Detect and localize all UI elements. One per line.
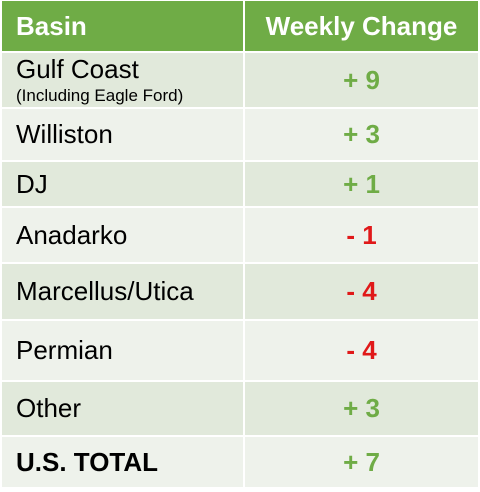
table-row: Williston + 3	[2, 109, 478, 162]
basin-name: U.S. TOTAL	[16, 446, 159, 477]
basin-subtitle: (Including Eagle Ford)	[16, 86, 184, 105]
change-value: + 3	[343, 119, 380, 149]
basin-cell: Other	[2, 382, 245, 435]
change-value: - 4	[346, 335, 377, 365]
change-value: - 1	[346, 219, 377, 250]
change-value: + 7	[343, 446, 380, 477]
basin-cell: U.S. TOTAL	[2, 437, 245, 487]
basin-cell: Anadarko	[2, 208, 245, 262]
table-row: Marcellus/Utica - 4	[2, 264, 478, 321]
basin-name: DJ	[16, 168, 48, 199]
basin-name: Gulf Coast	[16, 54, 139, 84]
basin-cell: Gulf Coast (Including Eagle Ford)	[2, 53, 245, 107]
change-value: + 3	[343, 393, 380, 423]
basin-name: Williston	[16, 119, 113, 149]
table-header: Basin Weekly Change	[2, 1, 478, 53]
table-row: Other + 3	[2, 382, 478, 437]
basin-name: Marcellus/Utica	[16, 276, 194, 306]
header-weekly-change: Weekly Change	[265, 10, 458, 41]
basin-cell: Williston	[2, 109, 245, 160]
table-row: Permian - 4	[2, 321, 478, 382]
basin-cell: Permian	[2, 321, 245, 380]
basin-name: Permian	[16, 335, 113, 365]
change-value: - 4	[346, 276, 377, 306]
basin-name: Anadarko	[16, 219, 128, 250]
table-row: Gulf Coast (Including Eagle Ford) + 9	[2, 53, 478, 109]
basin-name: Other	[16, 393, 82, 423]
change-value: + 9	[343, 64, 380, 95]
header-basin: Basin	[2, 1, 245, 51]
table-row: DJ + 1	[2, 162, 478, 208]
basin-cell: DJ	[2, 162, 245, 206]
change-value: + 1	[343, 168, 380, 199]
basin-cell: Marcellus/Utica	[2, 264, 245, 319]
table-row: Anadarko - 1	[2, 208, 478, 264]
table-row-total: U.S. TOTAL + 7	[2, 437, 478, 489]
